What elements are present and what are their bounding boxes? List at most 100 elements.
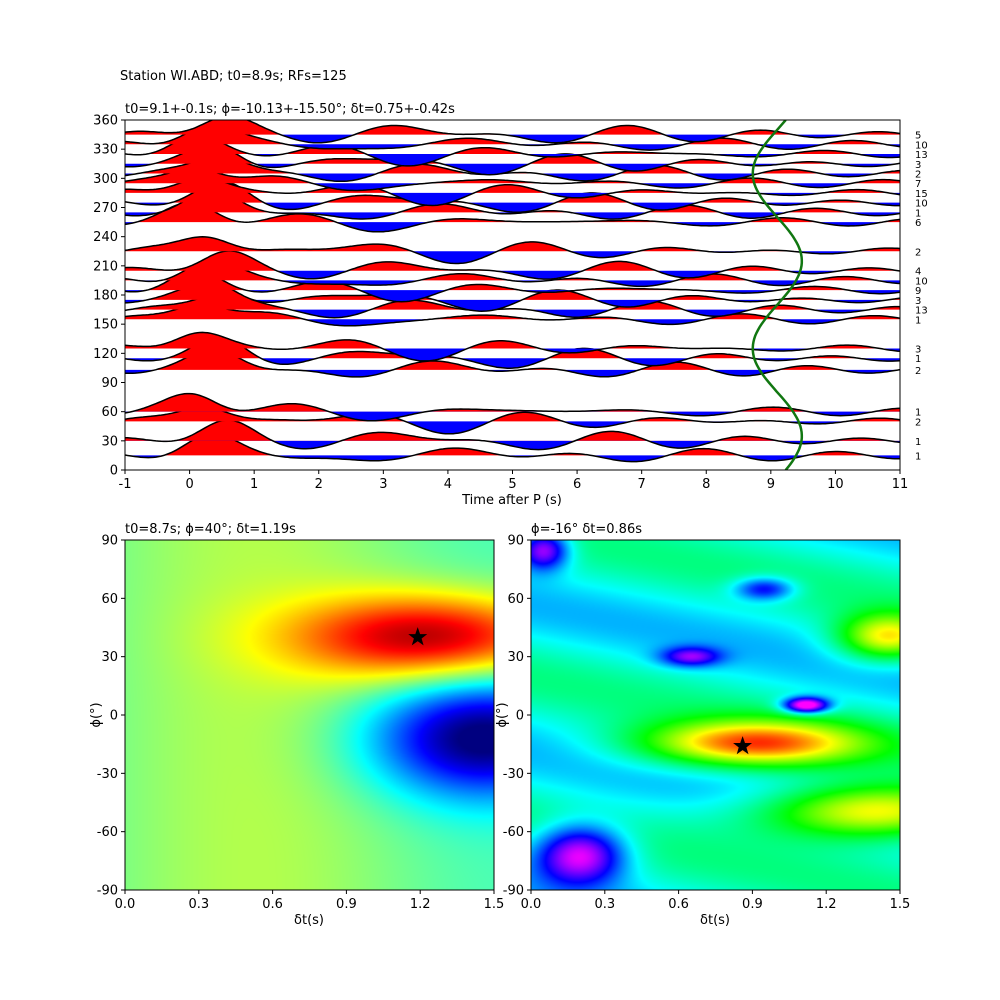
trace-group (125, 120, 900, 470)
rf-trace-line (125, 180, 900, 213)
y-tick-label: -60 (503, 825, 524, 840)
best-fit-star-marker (408, 627, 428, 646)
figure-title: Station WI.ABD; t0=8.9s; RFs=125 (120, 69, 347, 84)
trace-count-label: 3 (915, 345, 921, 356)
best-fit-star-marker (733, 736, 753, 755)
rf-trace-positive-fill (125, 433, 900, 456)
rf-trace-negative-fill (125, 173, 900, 182)
y-tick-label: 60 (507, 592, 524, 607)
trace-count-label: 13 (915, 306, 928, 317)
rf-trace (125, 432, 900, 463)
right-y-axis-label: ϕ(°) (495, 702, 510, 727)
rf-trace-negative-fill (125, 358, 900, 369)
trace-count-label: 1 (915, 451, 921, 462)
rf-trace-negative-fill (125, 222, 900, 232)
rf-trace-line (125, 134, 900, 167)
y-tick-label: 210 (93, 259, 118, 274)
top-x-axis-label: Time after P (s) (461, 493, 562, 508)
right-heatmap-canvas (531, 540, 900, 890)
receiver-function-panel: t0=9.1+-0.1s; ϕ=-10.13+-15.50°; δt=0.75+… (93, 102, 928, 508)
grid-search-right-panel: ϕ=-16° δt=0.86s 0.0 0.3 0.6 0.9 1.2 1.5 -90 -6… (495, 522, 910, 928)
y-tick-label: 90 (101, 376, 118, 391)
trace-count-label: 2 (915, 247, 921, 258)
x-tick-label: 11 (892, 477, 909, 492)
rf-trace-line (125, 120, 900, 144)
trace-count-label: 2 (915, 366, 921, 377)
rf-trace-positive-fill (125, 181, 900, 203)
top-y-axis-ticks: 0 30 60 90 120 150 180 210 240 270 300 330 360 (93, 114, 125, 479)
x-tick-label: 0.6 (262, 897, 283, 912)
x-tick-label: 9 (767, 477, 775, 492)
rf-trace-line (125, 304, 900, 327)
trace-count-label: 10 (915, 199, 928, 210)
trace-count-label: 15 (915, 189, 928, 200)
grid-search-left-panel: t0=8.7s; ϕ=40°; δt=1.19s 0.0 0.3 0.6 0.9 1.2… (89, 522, 504, 928)
rf-trace (125, 202, 900, 233)
rf-trace-positive-fill (125, 202, 900, 223)
trace-count-label: 3 (915, 296, 921, 307)
rf-trace-positive-fill (125, 250, 900, 271)
rf-trace (125, 250, 900, 280)
rf-trace-negative-fill (125, 144, 900, 151)
y-tick-label: 90 (101, 534, 118, 549)
rf-trace-line (125, 406, 900, 435)
rf-trace-line (125, 189, 900, 220)
x-tick-label: 3 (379, 477, 387, 492)
trace-count-label: 10 (915, 276, 928, 287)
x-tick-label: -1 (119, 477, 132, 492)
left-x-axis-ticks: 0.0 0.3 0.6 0.9 1.2 1.5 (115, 890, 504, 912)
rf-trace-negative-fill (125, 455, 900, 462)
trace-count-label: 2 (915, 417, 921, 428)
rf-trace (125, 419, 900, 451)
x-tick-label: 10 (827, 477, 844, 492)
right-best-fit-star (733, 736, 753, 755)
rf-trace-line (125, 281, 900, 312)
x-tick-label: 5 (508, 477, 516, 492)
rf-trace-line (125, 392, 900, 422)
right-x-axis-ticks: 0.0 0.3 0.6 0.9 1.2 1.5 (521, 890, 910, 912)
right-x-axis-label: δt(s) (700, 913, 730, 928)
rf-trace-line (125, 259, 900, 288)
rf-trace-positive-fill (125, 293, 900, 310)
rf-trace-line (125, 419, 900, 451)
rf-trace-positive-fill (125, 156, 900, 174)
x-tick-label: 0.3 (594, 897, 615, 912)
rf-trace-line (125, 348, 900, 378)
y-tick-label: -60 (97, 825, 118, 840)
rf-trace (125, 269, 900, 303)
rf-trace-negative-fill (125, 299, 900, 312)
y-tick-label: 150 (93, 318, 118, 333)
y-tick-label: -30 (503, 767, 524, 782)
trace-count-label: 4 (915, 267, 921, 278)
rf-trace-negative-fill (125, 251, 900, 264)
y-tick-label: 30 (101, 650, 118, 665)
y-tick-label: 30 (101, 434, 118, 449)
trace-count-label: 5 (915, 131, 921, 142)
top-panel-title: t0=9.1+-0.1s; ϕ=-10.13+-15.50°; δt=0.75+… (125, 102, 455, 117)
rf-trace-line (125, 202, 900, 233)
rf-trace-line (125, 336, 900, 369)
x-tick-label: 0.0 (521, 897, 542, 912)
rf-trace-line (125, 250, 900, 280)
x-tick-label: 1.2 (816, 897, 837, 912)
rf-trace-positive-fill (125, 337, 900, 359)
rf-trace-line (125, 236, 900, 265)
rf-trace (125, 331, 900, 362)
top-x-axis-ticks: -1 0 1 2 3 4 5 6 7 8 9 10 11 (119, 470, 909, 492)
x-tick-label: 8 (702, 477, 710, 492)
y-tick-label: 0 (516, 709, 524, 724)
rf-trace-positive-fill (125, 393, 900, 412)
rf-trace (125, 406, 900, 435)
trace-count-label: 6 (915, 218, 921, 229)
left-y-axis-ticks: -90 -60 -30 0 30 60 90 (97, 534, 125, 899)
y-tick-label: 180 (93, 289, 118, 304)
rf-trace-positive-fill (125, 120, 900, 135)
y-tick-label: 0 (110, 464, 118, 479)
rf-trace-line (125, 167, 900, 192)
rf-trace-line (125, 269, 900, 303)
rf-trace-negative-fill (125, 421, 900, 434)
left-x-axis-label: δt(s) (294, 913, 324, 928)
rf-trace-line (125, 177, 900, 207)
rf-trace (125, 177, 900, 207)
x-tick-label: 0.0 (115, 897, 136, 912)
